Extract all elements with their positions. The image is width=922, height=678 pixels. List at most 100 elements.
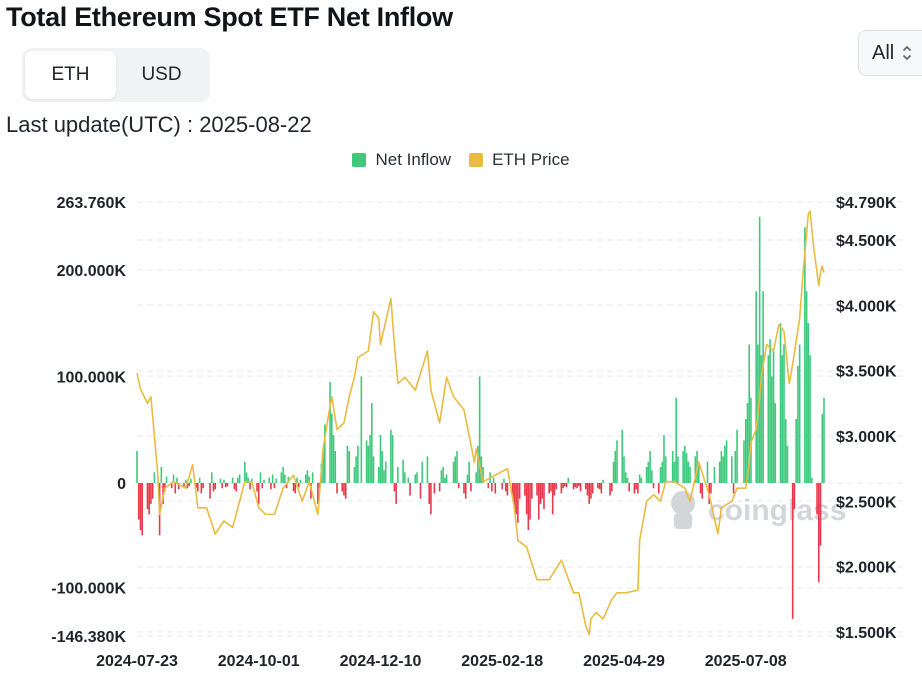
- inflow-bar: [804, 227, 806, 483]
- inflow-bar: [440, 470, 443, 483]
- inflow-bar: [638, 474, 641, 483]
- x-tick-label: 2025-02-18: [461, 653, 543, 670]
- legend-item-eth-price[interactable]: ETH Price: [469, 150, 570, 170]
- legend-item-net-inflow[interactable]: Net Inflow: [352, 150, 451, 170]
- y-right-tick-label: $4.000K: [836, 298, 897, 315]
- inflow-bar: [233, 483, 236, 490]
- inflow-bar: [256, 483, 258, 492]
- inflow-bar: [823, 397, 825, 483]
- inflow-bar: [390, 429, 392, 483]
- y-right-tick-label: $4.790K: [836, 195, 897, 212]
- inflow-bar: [637, 483, 639, 494]
- y-right-tick-label: $4.500K: [836, 233, 897, 250]
- y-left-tick-label: 200.000K: [57, 263, 127, 280]
- inflow-bar: [701, 483, 704, 499]
- inflow-bar: [744, 419, 747, 483]
- inflow-bar: [791, 483, 794, 619]
- inflow-bar: [165, 476, 168, 483]
- inflow-bar: [297, 483, 300, 488]
- inflow-bar: [769, 339, 771, 483]
- last-update-text: Last update(UTC) : 2025-08-22: [6, 112, 312, 137]
- inflow-bar: [237, 477, 239, 483]
- inflow-bar: [294, 483, 297, 494]
- inflow-bar: [454, 456, 457, 483]
- inflow-bar: [224, 483, 227, 488]
- inflow-bar: [428, 483, 430, 504]
- inflow-bar: [574, 483, 577, 488]
- inflow-bar: [697, 461, 700, 483]
- inflow-bar: [805, 291, 808, 483]
- inflow-bar: [664, 456, 667, 483]
- inflow-bar: [560, 483, 563, 494]
- axis-labels: 263.760K 200.000K 100.000K 0 -100.000K -146.3…: [51, 195, 897, 670]
- inflow-bar: [816, 483, 818, 515]
- inflow-bar: [584, 483, 587, 490]
- chevron-updown-icon: [902, 44, 912, 62]
- inflow-bar: [304, 474, 307, 483]
- inflow-bar: [786, 445, 789, 483]
- inflow-bar: [579, 483, 582, 492]
- inflow-bar: [616, 440, 618, 483]
- inflow-bar: [341, 483, 344, 492]
- inflow-bar: [226, 483, 229, 487]
- inflow-bar: [760, 355, 763, 483]
- eth-price-line: [136, 210, 825, 636]
- inflow-bar: [614, 451, 617, 483]
- inflow-bar: [821, 413, 824, 483]
- inflow-bar: [531, 483, 533, 499]
- inflow-bar: [600, 483, 603, 494]
- inflow-bar: [343, 483, 345, 496]
- inflow-bar: [160, 467, 163, 483]
- inflow-bar: [661, 461, 664, 483]
- inflow-bar: [322, 451, 324, 483]
- inflow-bar: [419, 483, 422, 499]
- inflow-bar: [798, 344, 801, 483]
- tab-usd[interactable]: USD: [141, 64, 182, 85]
- inflow-bar: [282, 467, 284, 483]
- inflow-bar: [539, 483, 542, 504]
- inflow-bar: [781, 355, 784, 483]
- inflow-bar: [280, 472, 283, 483]
- inflow-bar: [480, 456, 483, 483]
- y-left-tick-label: 100.000K: [57, 370, 127, 387]
- inflow-bar: [212, 483, 215, 492]
- inflow-bar: [609, 483, 611, 496]
- inflow-bar: [548, 483, 550, 494]
- inflow-bar: [275, 478, 277, 483]
- inflow-bar: [195, 483, 197, 489]
- inflow-bar: [657, 483, 660, 494]
- inflow-bar: [731, 456, 733, 483]
- inflow-bar: [527, 483, 530, 531]
- inflow-bar: [271, 474, 274, 483]
- inflow-bar: [550, 483, 552, 492]
- watermark-text: coinglass: [708, 494, 846, 527]
- inflow-bar: [475, 472, 477, 483]
- inflow-bar: [713, 467, 716, 483]
- inflow-bar: [591, 483, 594, 494]
- inflow-bar: [285, 483, 288, 489]
- legend-swatch-eth-price: [469, 153, 484, 167]
- inflow-bar: [772, 349, 775, 483]
- inflow-bar: [414, 474, 417, 483]
- inflow-bar: [517, 483, 519, 523]
- inflow-bar: [671, 451, 674, 483]
- range-select[interactable]: All: [858, 30, 922, 76]
- inflow-bar: [482, 467, 484, 483]
- inflow-bar: [541, 483, 544, 499]
- y-right-tick-label: $2.500K: [836, 494, 897, 511]
- inflow-bar: [748, 344, 751, 483]
- inflow-bar: [177, 483, 180, 490]
- inflow-bar: [746, 403, 749, 483]
- y-left-tick-label: -100.000K: [51, 581, 126, 598]
- inflow-bar: [198, 477, 201, 483]
- inflow-bar: [261, 483, 264, 489]
- inflow-bar: [457, 483, 460, 489]
- inflow-bar: [186, 483, 189, 489]
- tab-eth[interactable]: ETH: [25, 51, 116, 99]
- net-inflow-bars: [136, 216, 825, 619]
- inflow-bar: [529, 483, 531, 520]
- inflow-bar: [263, 479, 265, 483]
- inflow-bar: [635, 483, 637, 490]
- inflow-bar: [466, 474, 469, 483]
- y-right-tick-label: $3.500K: [836, 364, 897, 381]
